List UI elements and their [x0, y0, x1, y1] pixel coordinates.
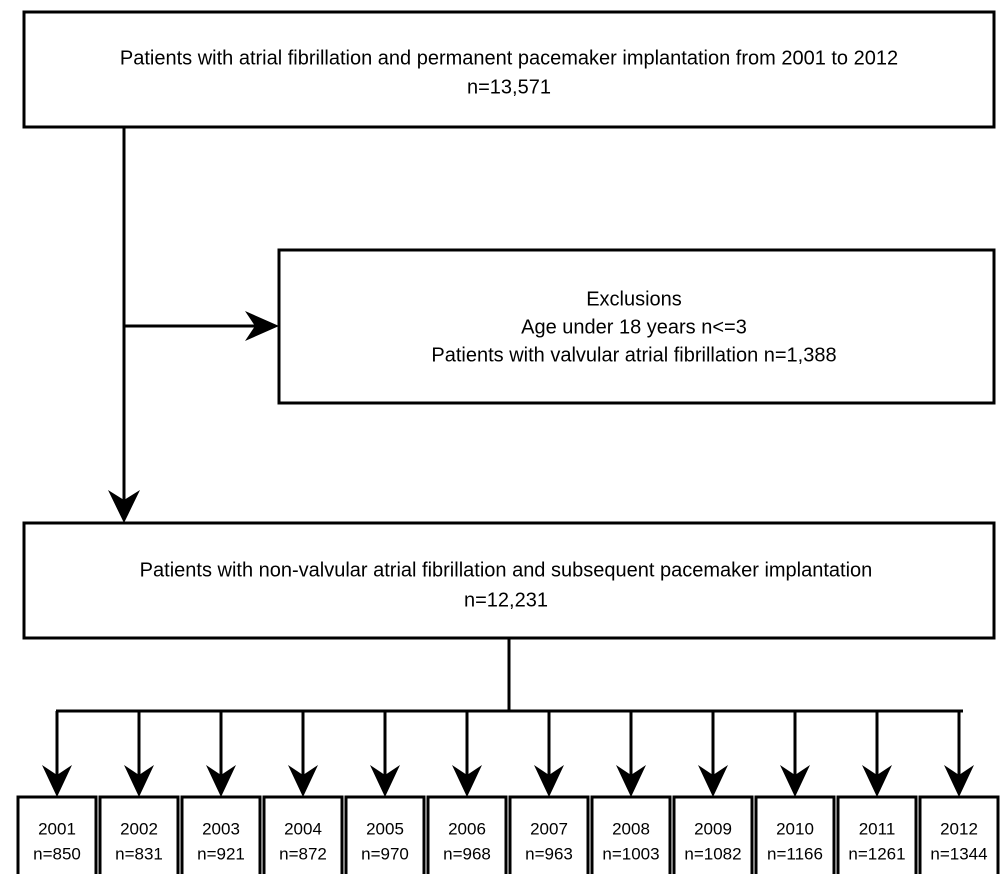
year-count: n=1082: [684, 844, 741, 863]
arrowhead: [42, 765, 72, 797]
year-count: n=1344: [930, 844, 987, 863]
year-boxes: 2001 n=850 2002 n=831 2003 n=921 2004 n=872 2005…: [16, 711, 1000, 874]
year-box: [344, 795, 426, 874]
year-count: n=1261: [848, 844, 905, 863]
year-label: 2003: [202, 819, 240, 838]
box-text: Patients with valvular atrial fibrillati…: [431, 344, 836, 366]
year-label: 2009: [694, 819, 732, 838]
year-label: 2006: [448, 819, 486, 838]
box-exclusions: [277, 248, 996, 405]
box-total: [22, 10, 996, 129]
year-box: [262, 795, 344, 874]
year-label: 2011: [859, 819, 896, 838]
year-box: [672, 795, 754, 874]
box-included: [22, 521, 996, 640]
year-box: [754, 795, 836, 874]
arrowhead: [206, 765, 236, 797]
year-count: n=1003: [602, 844, 659, 863]
year-count: n=1166: [767, 844, 823, 863]
arrowhead: [108, 490, 140, 523]
arrowhead: [616, 765, 646, 797]
arrowhead: [452, 765, 482, 797]
arrowhead: [370, 765, 400, 797]
year-box: [590, 795, 672, 874]
year-box: [180, 795, 262, 874]
box-text: Patients with non-valvular atrial fibril…: [140, 559, 873, 581]
box-text: Patients with atrial fibrillation and pe…: [120, 47, 898, 69]
year-label: 2007: [530, 819, 568, 838]
year-count: n=831: [115, 844, 163, 863]
box-text: n=13,571: [467, 76, 551, 98]
arrowhead: [698, 765, 728, 797]
year-label: 2010: [776, 819, 814, 838]
arrowhead: [862, 765, 892, 797]
box-text: n=12,231: [464, 589, 548, 611]
year-box: [426, 795, 508, 874]
year-label: 2008: [612, 819, 650, 838]
year-label: 2004: [284, 819, 322, 838]
year-count: n=963: [525, 844, 573, 863]
year-box: [918, 795, 1000, 874]
arrowhead: [534, 765, 564, 797]
arrowhead: [944, 765, 974, 797]
year-label: 2005: [366, 819, 404, 838]
year-box: [98, 795, 180, 874]
year-box: [508, 795, 590, 874]
year-count: n=921: [197, 844, 245, 863]
year-label: 2002: [120, 819, 158, 838]
year-box: [16, 795, 98, 874]
box-text: Age under 18 years n<=3: [521, 316, 747, 338]
year-box: [836, 795, 918, 874]
year-label: 2012: [940, 819, 978, 838]
arrowhead: [780, 765, 810, 797]
year-label: 2001: [38, 819, 76, 838]
arrowhead: [288, 765, 318, 797]
arrowhead: [245, 311, 279, 341]
year-count: n=850: [33, 844, 81, 863]
year-count: n=872: [279, 844, 327, 863]
box-text: Exclusions: [586, 288, 682, 310]
year-count: n=970: [361, 844, 409, 863]
arrowhead: [124, 765, 154, 797]
year-count: n=968: [443, 844, 491, 863]
